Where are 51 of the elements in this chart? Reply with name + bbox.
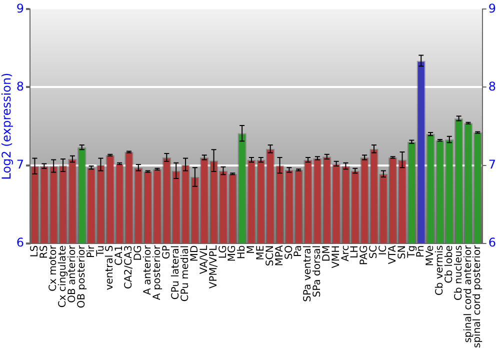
x-tick-label: DM — [321, 245, 332, 262]
y-axis-title: Log2 (expression) — [0, 72, 14, 180]
x-tick-label: IC — [378, 245, 390, 256]
x-tick-label: LG — [218, 245, 229, 259]
x-tick-label: ME — [256, 245, 267, 260]
x-tick-label: VMH — [330, 245, 342, 268]
y-tick-label: 9 — [16, 1, 24, 16]
x-tick-label: RS — [38, 245, 50, 259]
x-tick-label: A posterior — [152, 244, 163, 300]
x-tick-label: M — [246, 245, 258, 254]
y2-tick-label: 8 — [488, 79, 496, 94]
y-tick-label: 8 — [16, 79, 24, 94]
x-tick-label: SO — [284, 245, 295, 260]
x-tick-label: Tg — [406, 245, 418, 259]
x-tick-label: SC — [368, 245, 380, 259]
x-tick-label: VPM/VPL — [208, 244, 220, 289]
x-tick-label: MVe — [425, 245, 436, 266]
x-tick-label: LS — [29, 245, 40, 258]
x-tick-label: CA2/CA3 — [124, 245, 135, 290]
x-tick-label: VTA — [387, 245, 398, 264]
x-tick-label: spinal cord posterior — [472, 244, 484, 348]
x-tick-label: Cb nucleus — [453, 245, 464, 300]
x-tick-label: A anterior — [142, 244, 154, 295]
y2-tick-label: 7 — [488, 157, 496, 172]
x-tick-label: SN — [396, 245, 408, 260]
x-tick-label: Tu — [95, 245, 106, 258]
y2-tick-label: 6 — [488, 235, 496, 250]
x-tick-label: Pa — [293, 245, 304, 258]
x-tick-label: Arc — [340, 245, 352, 262]
x-tick-label: ventral S — [104, 245, 116, 290]
x-tick-label: Hb — [236, 245, 248, 260]
x-tick-label: MD — [190, 244, 201, 262]
x-tick-label: VA/VL — [198, 244, 210, 274]
x-tick-label: LH — [350, 245, 361, 258]
x-tick-label: CA1 — [114, 245, 126, 266]
x-tick-label: OB posterior — [76, 244, 88, 308]
x-tick-label: PAG — [359, 245, 370, 266]
x-tick-label: Pir — [86, 244, 97, 258]
y2-tick-label: 9 — [488, 1, 496, 16]
y-tick-label: 6 — [16, 235, 24, 250]
x-tick-label: CPu medial — [180, 245, 192, 302]
x-tick-label: DG — [133, 245, 144, 261]
x-tick-label: spinal cord anterior — [462, 244, 474, 343]
x-tick-label: Cb lobe — [444, 245, 455, 284]
x-tick-label: SPa dorsal — [312, 245, 324, 298]
x-tick-label: SCN — [264, 245, 276, 266]
x-tick-label: Cx cingulate — [58, 245, 69, 308]
x-tick-label: Pn — [416, 245, 427, 258]
x-tick-label: MPA — [274, 245, 286, 266]
x-tick-label: GP — [161, 245, 172, 260]
y-tick-label: 7 — [16, 157, 24, 172]
